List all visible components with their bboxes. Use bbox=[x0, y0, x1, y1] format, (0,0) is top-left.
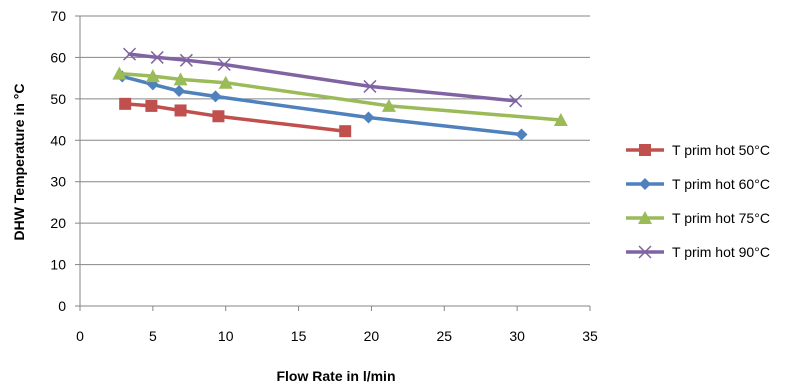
x-tick-label-15: 15 bbox=[291, 328, 307, 344]
legend-swatch-marker-1 bbox=[639, 144, 651, 156]
series-3-point-1 bbox=[112, 66, 127, 80]
series-1-point-1 bbox=[119, 97, 132, 110]
series-2-line bbox=[120, 74, 524, 137]
y-axis-title: DHW Temperature in °C bbox=[11, 83, 27, 240]
y-tick-label-60: 60 bbox=[50, 49, 66, 65]
series-1-point-2 bbox=[145, 99, 158, 112]
x-tick-label-25: 25 bbox=[436, 328, 452, 344]
series-4-point-6 bbox=[509, 94, 523, 108]
legend-label-3: T prim hot 75°C bbox=[672, 210, 770, 226]
legend-item-4: T prim hot 90°C bbox=[626, 244, 770, 260]
legend-item-3: T prim hot 75°C bbox=[626, 210, 770, 226]
y-tick-label-10: 10 bbox=[50, 257, 66, 273]
x-tick-label-0: 0 bbox=[76, 328, 84, 344]
gridlines bbox=[80, 15, 590, 266]
legend-swatch-marker-4 bbox=[638, 245, 652, 259]
series-1-point-3 bbox=[174, 104, 187, 117]
series-4-point-2 bbox=[150, 50, 164, 64]
series-1 bbox=[119, 97, 352, 138]
y-tick-label-40: 40 bbox=[50, 132, 66, 148]
series-3-point-4 bbox=[218, 75, 233, 89]
x-tick-label-20: 20 bbox=[364, 328, 380, 344]
legend-item-2: T prim hot 60°C bbox=[626, 176, 770, 192]
y-tick-label-20: 20 bbox=[50, 215, 66, 231]
y-tick-label-70: 70 bbox=[50, 8, 66, 24]
series-4-point-4 bbox=[217, 57, 231, 72]
series-4-line bbox=[127, 52, 518, 103]
series-2-point-3 bbox=[173, 84, 186, 97]
x-axis-ticks: 0 5 10 15 20 25 30 35 bbox=[76, 306, 598, 344]
legend-label-1: T prim hot 50°C bbox=[672, 142, 770, 158]
y-tick-label-30: 30 bbox=[50, 174, 66, 190]
legend-swatch-marker-3 bbox=[638, 211, 652, 224]
series-1-line bbox=[123, 102, 347, 133]
x-tick-label-30: 30 bbox=[509, 328, 525, 344]
series-4-point-1 bbox=[123, 47, 137, 61]
x-tick-label-5: 5 bbox=[149, 328, 157, 344]
y-tick-label-50: 50 bbox=[50, 91, 66, 107]
series-2-point-4 bbox=[209, 90, 222, 103]
series-4-point-3 bbox=[179, 53, 193, 67]
y-axis-ticks: 0 10 20 30 40 50 60 70 bbox=[50, 8, 80, 314]
legend-swatch-marker-2 bbox=[639, 178, 651, 190]
series-3-point-5 bbox=[381, 98, 396, 112]
series-1-point-5 bbox=[339, 125, 352, 138]
series-3-point-6 bbox=[553, 112, 568, 126]
series-1-point-4 bbox=[212, 110, 225, 123]
legend: T prim hot 50°C T prim hot 60°C T prim hot… bbox=[626, 142, 770, 260]
legend-label-4: T prim hot 90°C bbox=[672, 244, 770, 260]
y-tick-label-0: 0 bbox=[58, 298, 66, 314]
x-tick-label-35: 35 bbox=[582, 328, 598, 344]
x-tick-label-10: 10 bbox=[218, 328, 234, 344]
series-3-point-3 bbox=[173, 72, 188, 86]
legend-item-1: T prim hot 50°C bbox=[626, 142, 770, 158]
series-3 bbox=[112, 66, 568, 126]
series-2-point-6 bbox=[515, 128, 528, 141]
x-axis-title: Flow Rate in l/min bbox=[276, 368, 395, 384]
series-4-point-5 bbox=[363, 79, 377, 93]
series-3-line bbox=[117, 71, 563, 122]
series-4 bbox=[123, 47, 523, 108]
series-3-point-2 bbox=[145, 69, 160, 83]
series-2-point-5 bbox=[362, 111, 375, 124]
series-group bbox=[112, 47, 568, 141]
plot-area: 0 5 10 15 20 25 30 35 0 10 20 30 40 50 60 70 bbox=[50, 8, 598, 344]
legend-label-2: T prim hot 60°C bbox=[672, 176, 770, 192]
